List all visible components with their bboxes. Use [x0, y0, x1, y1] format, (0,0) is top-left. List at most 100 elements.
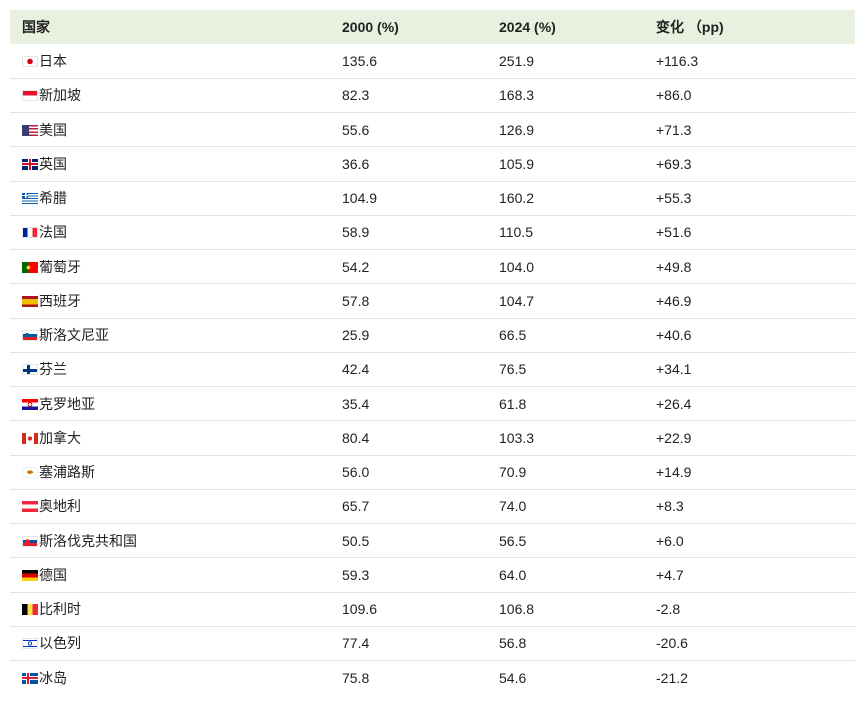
value-2000-cell: 104.9: [342, 190, 378, 207]
table-row: 塞浦路斯 56.0 70.9 +14.9: [10, 455, 855, 490]
country-name: 冰岛: [39, 669, 67, 686]
finland-flag-icon: [22, 364, 38, 376]
debt-table-container: 国家 2000 (%) 2024 (%) 变化 （pp) 日本 135.6 251.…: [10, 10, 855, 695]
table-row: 新加坡 82.3 168.3 +86.0: [10, 78, 855, 113]
belgium-flag-icon: [22, 604, 38, 616]
country-cell: 斯洛文尼亚: [10, 318, 330, 352]
usa-flag-icon: [22, 124, 38, 136]
country-name: 以色列: [39, 635, 81, 652]
country-name: 英国: [39, 155, 67, 172]
value-2000-cell: 58.9: [342, 224, 370, 241]
value-2024-cell: 61.8: [499, 395, 527, 412]
country-cell: 斯洛伐克共和国: [10, 524, 330, 558]
value-2024-cell: 56.8: [499, 635, 527, 652]
change-cell: +40.6: [656, 327, 692, 344]
country-cell: 日本: [10, 44, 330, 78]
change-cell: +4.7: [656, 566, 684, 583]
change-cell: +8.3: [656, 498, 684, 515]
value-2024-cell: 54.6: [499, 669, 527, 686]
value-2024-cell: 70.9: [499, 464, 527, 481]
greece-flag-icon: [22, 193, 38, 205]
country-name: 芬兰: [39, 361, 67, 378]
value-2024-cell: 64.0: [499, 566, 527, 583]
header-2024: 2024 (%): [499, 19, 556, 35]
country-name: 日本: [39, 52, 67, 69]
austria-flag-icon: [22, 501, 38, 513]
country-cell: 芬兰: [10, 352, 330, 386]
change-cell: +26.4: [656, 395, 692, 412]
value-2000-cell: 55.6: [342, 121, 370, 138]
value-2000-cell: 25.9: [342, 327, 370, 344]
change-cell: +71.3: [656, 121, 692, 138]
change-cell: +116.3: [656, 52, 699, 69]
country-name: 斯洛伐克共和国: [39, 532, 137, 549]
portugal-flag-icon: [22, 261, 38, 273]
country-cell: 塞浦路斯: [10, 455, 330, 489]
table-row: 斯洛文尼亚 25.9 66.5 +40.6: [10, 318, 855, 353]
table-row: 西班牙 57.8 104.7 +46.9: [10, 284, 855, 318]
value-2000-cell: 35.4: [342, 395, 370, 412]
header-2000: 2000 (%): [342, 19, 399, 35]
table-row: 奥地利 65.7 74.0 +8.3: [10, 489, 855, 524]
header-row: 国家 2000 (%) 2024 (%) 变化 （pp): [10, 10, 855, 44]
change-cell: +51.6: [656, 224, 692, 241]
country-name: 德国: [39, 566, 67, 583]
table-body: 日本 135.6 251.9 +116.3 新加坡 82.3 168.3 +86.0 美国 55.…: [10, 44, 855, 695]
country-cell: 法国: [10, 215, 330, 249]
value-2024-cell: 110.5: [499, 224, 533, 241]
value-2024-cell: 56.5: [499, 532, 527, 549]
country-cell: 加拿大: [10, 421, 330, 455]
singapore-flag-icon: [22, 90, 38, 102]
value-2024-cell: 104.7: [499, 292, 535, 309]
country-name: 法国: [39, 224, 67, 241]
table-row: 克罗地亚 35.4 61.8 +26.4: [10, 387, 855, 421]
country-name: 西班牙: [39, 292, 81, 309]
table-row: 德国 59.3 64.0 +4.7: [10, 558, 855, 592]
table-row: 美国 55.6 126.9 +71.3: [10, 113, 855, 147]
change-cell: +14.9: [656, 464, 692, 481]
country-cell: 葡萄牙: [10, 250, 330, 284]
change-cell: -2.8: [656, 601, 681, 618]
value-2000-cell: 82.3: [342, 87, 370, 104]
change-cell: +69.3: [656, 155, 692, 172]
country-name: 加拿大: [39, 429, 81, 446]
croatia-flag-icon: [22, 398, 38, 410]
value-2000-cell: 75.8: [342, 669, 370, 686]
table-row: 芬兰 42.4 76.5 +34.1: [10, 352, 855, 387]
country-cell: 新加坡: [10, 78, 330, 112]
country-name: 新加坡: [39, 87, 81, 104]
value-2000-cell: 65.7: [342, 498, 370, 515]
table-row: 以色列 77.4 56.8 -20.6: [10, 626, 855, 661]
france-flag-icon: [22, 227, 38, 239]
country-cell: 克罗地亚: [10, 387, 330, 421]
value-2024-cell: 105.9: [499, 155, 535, 172]
value-2000-cell: 50.5: [342, 532, 370, 549]
country-name: 希腊: [39, 190, 67, 207]
value-2024-cell: 74.0: [499, 498, 527, 515]
table-row: 希腊 104.9 160.2 +55.3: [10, 181, 855, 216]
country-name: 比利时: [39, 601, 81, 618]
table-row: 冰岛 75.8 54.6 -21.2: [10, 661, 855, 695]
spain-flag-icon: [22, 295, 38, 307]
country-name: 斯洛文尼亚: [39, 327, 109, 344]
table-header: 国家 2000 (%) 2024 (%) 变化 （pp): [10, 10, 855, 44]
change-cell: +22.9: [656, 429, 692, 446]
country-cell: 美国: [10, 113, 330, 147]
value-2000-cell: 56.0: [342, 464, 370, 481]
table-row: 日本 135.6 251.9 +116.3: [10, 44, 855, 79]
country-cell: 希腊: [10, 181, 330, 215]
header-change: 变化 （pp): [656, 19, 724, 35]
table-row: 法国 58.9 110.5 +51.6: [10, 215, 855, 250]
table-row: 加拿大 80.4 103.3 +22.9: [10, 421, 855, 455]
germany-flag-icon: [22, 569, 38, 581]
country-cell: 西班牙: [10, 284, 330, 318]
value-2024-cell: 160.2: [499, 190, 535, 207]
debt-table: 国家 2000 (%) 2024 (%) 变化 （pp) 日本 135.6 251.…: [10, 10, 855, 695]
country-cell: 英国: [10, 147, 330, 181]
change-cell: +49.8: [656, 258, 692, 275]
value-2024-cell: 76.5: [499, 361, 527, 378]
change-cell: -20.6: [656, 635, 688, 652]
value-2000-cell: 59.3: [342, 566, 370, 583]
value-2000-cell: 135.6: [342, 52, 378, 69]
value-2000-cell: 77.4: [342, 635, 370, 652]
